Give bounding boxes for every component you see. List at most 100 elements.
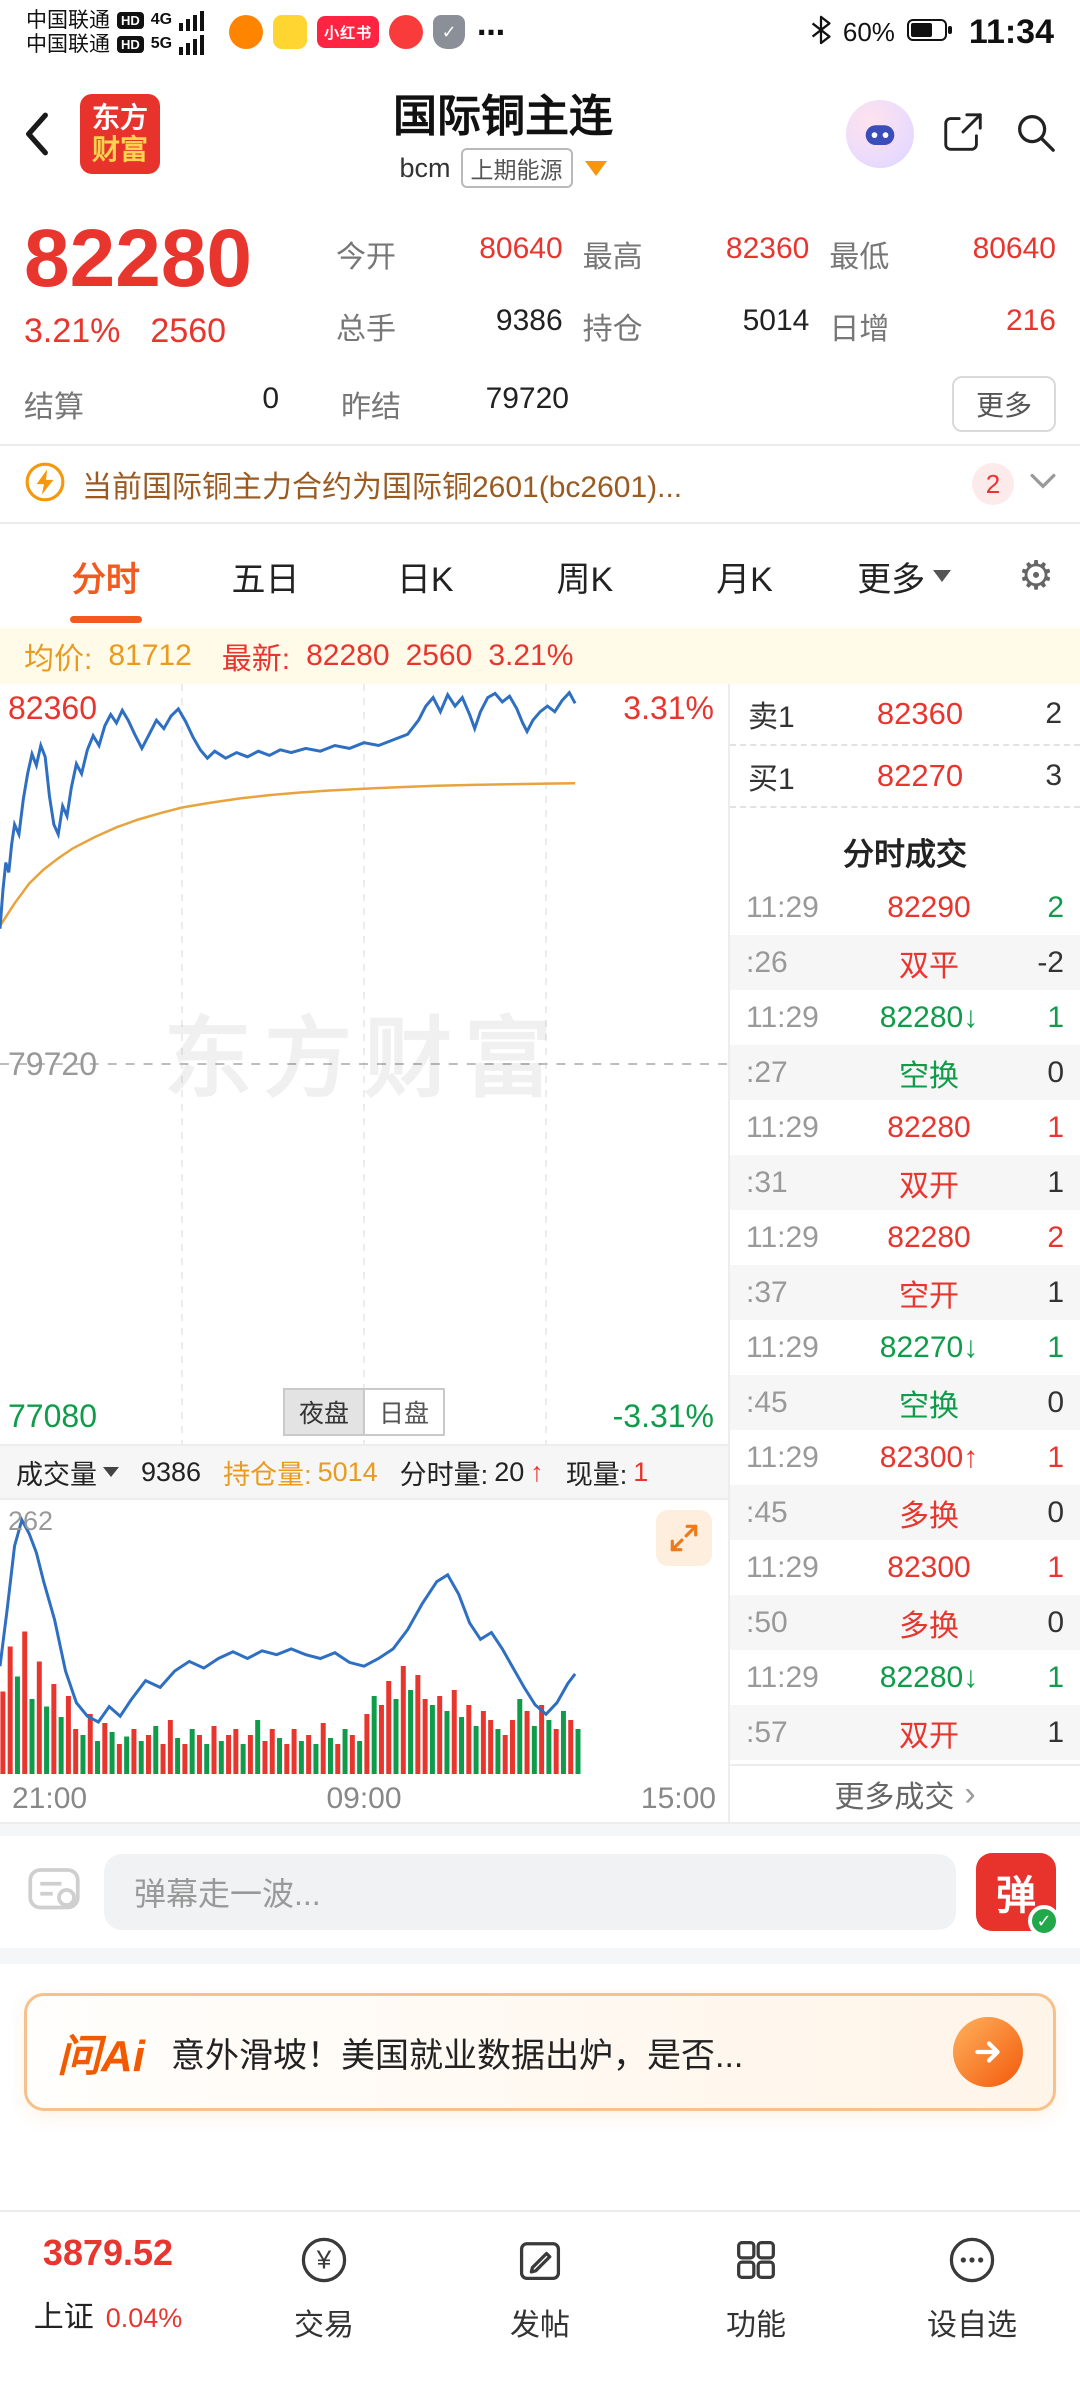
quote-panel: 82280 3.21% 2560 今开 80640 最高 82360 最低 80640… (0, 204, 1080, 444)
more-trades-label: 更多成交 (834, 1781, 955, 1814)
share-icon[interactable] (940, 109, 986, 160)
stat-value: 80640 (972, 232, 1056, 265)
fullscreen-expand-button[interactable] (656, 1510, 712, 1566)
trade-time: :31 (746, 1165, 788, 1199)
change-percent: 3.21% (24, 312, 121, 350)
back-button[interactable] (22, 109, 62, 159)
tab-monthly-k[interactable]: 月K (716, 560, 773, 599)
trade-row: :45 多换 0 (730, 1485, 1080, 1540)
avg-line (0, 782, 576, 927)
trade-price: 82290 (887, 890, 971, 924)
up-arrow-icon: ↑ (530, 1456, 544, 1487)
stat-high: 最高 82360 (583, 232, 810, 276)
spacer (730, 808, 1080, 822)
trade-volume: 0 (1047, 1495, 1064, 1529)
contract-selector[interactable]: bcm 上期能源 (178, 148, 828, 188)
change-value: 2560 (150, 312, 227, 350)
ai-banner[interactable]: 问Ai 意外滑坡！美国就业数据出炉，是否... (24, 1993, 1056, 2111)
nav-post[interactable]: 发帖 (432, 2232, 648, 2344)
trade-price: 82280 (887, 1110, 971, 1144)
stat-daily-increase: 日增 216 (829, 304, 1056, 348)
bid-price: 82270 (876, 758, 964, 793)
nav-trade[interactable]: ¥ 交易 (216, 2232, 432, 2344)
chevron-down-icon[interactable] (1030, 473, 1056, 496)
more-trades-button[interactable]: 更多成交 › (730, 1764, 1080, 1822)
stat-value: 0 (262, 382, 279, 415)
stat-value: 82360 (725, 232, 810, 265)
ai-assistant-avatar[interactable] (846, 100, 914, 168)
nav-watchlist-label: 设自选 (927, 2309, 1017, 2342)
trade-volume: 1 (1047, 1330, 1064, 1364)
chart-left: 东方财富 82360 3.31% 79720 77080 -3.31% 夜盘 日… (0, 684, 730, 1822)
trade-time: 11:29 (746, 1000, 819, 1034)
volume-bars (0, 1631, 581, 1774)
notice-bar[interactable]: 当前国际铜主力合约为国际铜2601(bc2601)... 2 (0, 444, 1080, 524)
danmaku-send-button[interactable]: 弹 ✓ (976, 1853, 1060, 1937)
tab-minute[interactable]: 分时 (26, 552, 186, 601)
minute-volume-label: 分时量: (399, 1459, 489, 1490)
price-chart[interactable]: 东方财富 82360 3.31% 79720 77080 -3.31% 夜盘 日… (0, 684, 728, 1444)
trade-volume: 0 (1047, 1385, 1064, 1419)
tab-5day[interactable]: 五日 (231, 560, 300, 599)
trade-price: 空开 (899, 1279, 959, 1313)
trade-panel: 卖1 82360 2 买1 82270 3 分时成交 11:29 82290 2:2… (730, 684, 1080, 1822)
stat-label: 最低 (829, 241, 890, 274)
trade-time: :37 (746, 1275, 788, 1309)
nav-index[interactable]: 3879.52 上证 0.04% (0, 2232, 216, 2336)
arrow-right-button[interactable] (953, 2017, 1023, 2087)
day-session-toggle[interactable]: 日盘 (365, 1388, 446, 1436)
more-stats-button[interactable]: 更多 (951, 376, 1056, 432)
comment-settings-icon[interactable] (24, 1860, 84, 1925)
nav-watchlist[interactable]: 设自选 (864, 2232, 1080, 2344)
network-5g-label: 5G (150, 35, 173, 52)
bid-volume: 3 (1045, 759, 1062, 792)
carrier-name: 中国联通 (26, 8, 110, 32)
bid-row[interactable]: 买1 82270 3 (730, 746, 1080, 808)
trade-time: :27 (746, 1055, 788, 1089)
trade-row: 11:29 82290 2 (730, 880, 1080, 935)
tab-weekly-k[interactable]: 周K (556, 560, 614, 599)
header: 东方 财富 国际铜主连 bcm 上期能源 (0, 64, 1080, 204)
trade-row: 11:29 82280 1 (730, 1100, 1080, 1155)
trade-price: 82280 (887, 1220, 971, 1254)
chevron-right-icon: › (964, 1775, 976, 1813)
volume-max-label: 262 (8, 1506, 54, 1536)
dropdown-triangle-icon (103, 1467, 119, 1477)
trade-price: 双开 (899, 1169, 959, 1203)
nav-features[interactable]: 功能 (648, 2232, 864, 2344)
ask-ai-logo: 问Ai (57, 2032, 145, 2081)
ask-label: 卖1 (748, 701, 795, 734)
search-icon[interactable] (1012, 109, 1058, 160)
y-axis-top-percent: 3.31% (623, 690, 714, 726)
post-pencil-icon (514, 2232, 566, 2288)
current-volume-stat: 现量: 1 (566, 1453, 649, 1492)
night-session-toggle[interactable]: 夜盘 (282, 1388, 365, 1436)
volume-chart[interactable]: 262 (0, 1500, 728, 1776)
stat-value: 5014 (742, 304, 810, 337)
trade-volume: 1 (1047, 1660, 1064, 1694)
trade-row: 11:29 82280↓ 1 (730, 1650, 1080, 1705)
trade-row: :45 空换 0 (730, 1375, 1080, 1430)
weibo-icon (229, 15, 264, 49)
flash-icon (24, 461, 66, 508)
ask-row[interactable]: 卖1 82360 2 (730, 684, 1080, 746)
trade-volume: 0 (1047, 1605, 1064, 1639)
tab-more[interactable]: 更多 (824, 552, 984, 601)
danmaku-input[interactable]: 弹幕走一波... (104, 1854, 956, 1930)
price-change: 3.21% 2560 (24, 312, 336, 351)
notice-text: 当前国际铜主力合约为国际铜2601(bc2601)... (82, 471, 683, 504)
volume-selector[interactable]: 成交量 (16, 1453, 119, 1492)
chart-settings-gear-icon[interactable]: ⚙ (1018, 554, 1055, 598)
trade-row: 11:29 82280↓ 1 (730, 990, 1080, 1045)
x-axis: 21:00 09:00 15:00 (0, 1776, 728, 1822)
trade-volume: 2 (1047, 890, 1064, 924)
trade-price: 82280↓ (879, 1000, 979, 1034)
trade-list: 11:29 82290 2:26 双平 -2 11:29 82280↓ 1:27 空换 0 11:2… (730, 880, 1080, 1760)
quote-top: 82280 3.21% 2560 今开 80640 最高 82360 最低 80640… (24, 218, 1056, 362)
trade-price: 82300 (887, 1550, 971, 1584)
tab-daily-k[interactable]: 日K (396, 560, 454, 599)
quote-bottom: 结算 0 昨结 79720 更多 (24, 376, 1056, 432)
trade-price: 82280↓ (879, 1660, 979, 1694)
trade-row: :27 空换 0 (730, 1045, 1080, 1100)
index-change: 0.04% (105, 2303, 183, 2333)
